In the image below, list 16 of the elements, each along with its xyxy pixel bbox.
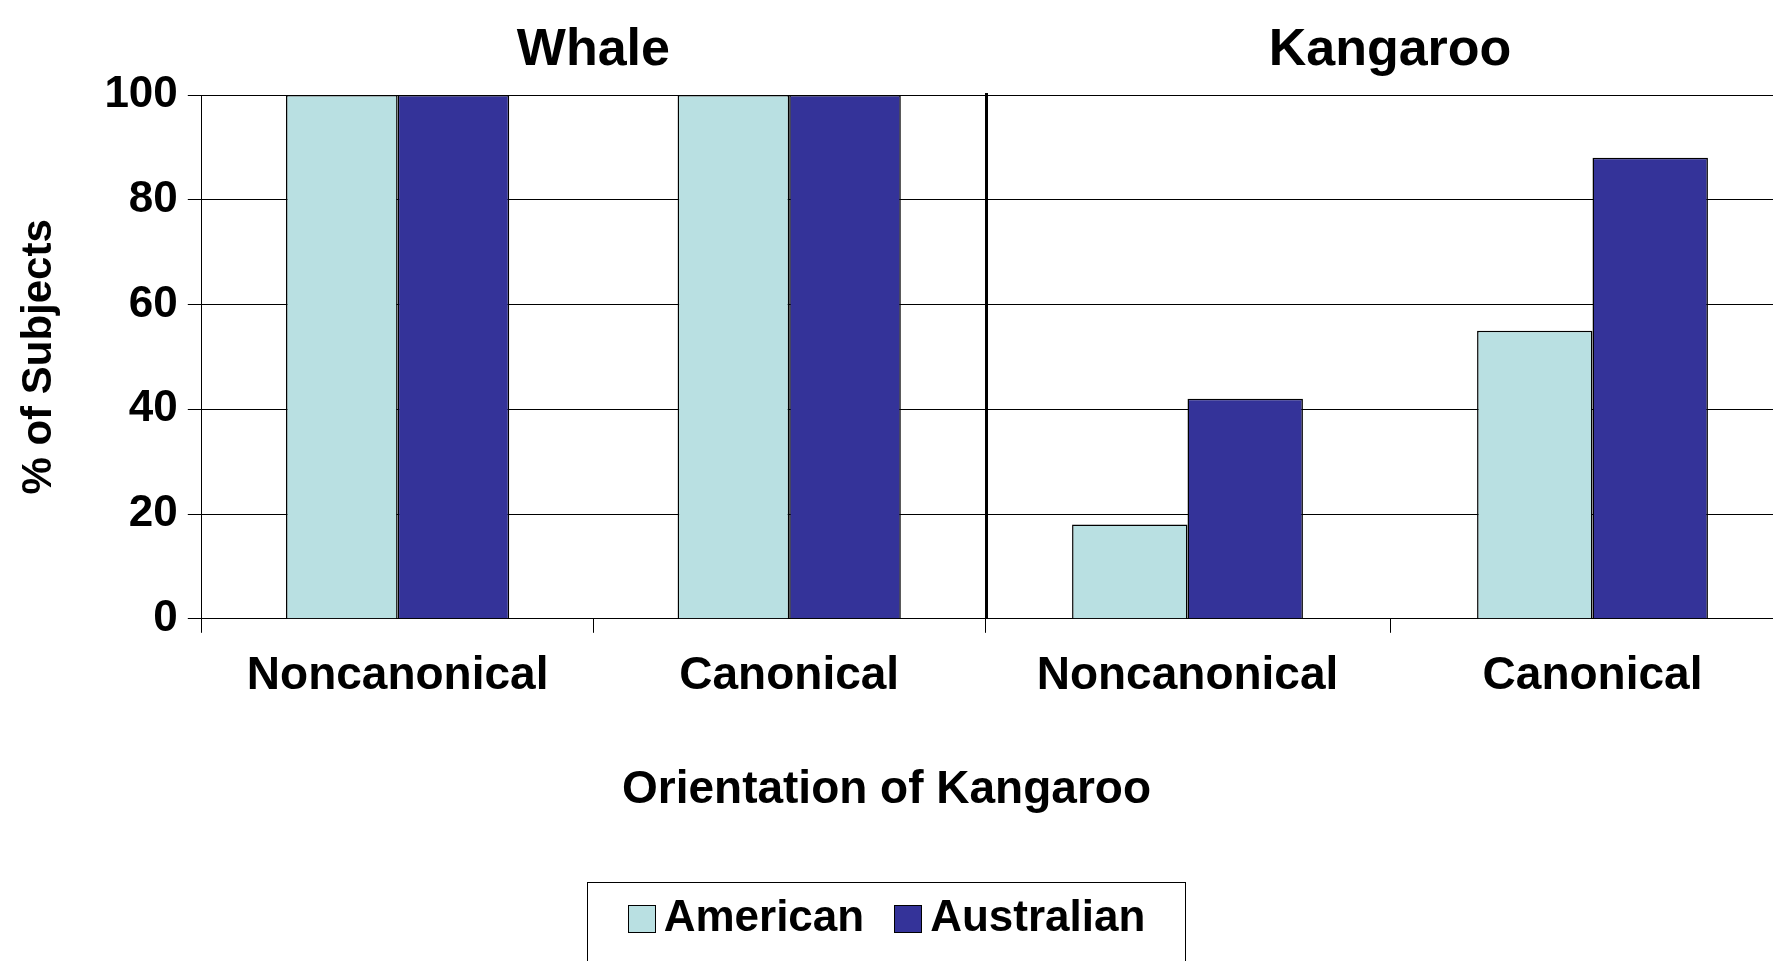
y-tick-label: 100 [104, 67, 178, 117]
y-tick-label: 40 [128, 381, 178, 431]
y-tick-label: 60 [128, 276, 178, 326]
y-tick-label: 0 [153, 590, 178, 640]
y-axis-title: % of Subjects [12, 219, 60, 495]
x-tick-label: Noncanonical [246, 647, 549, 700]
chart-title: Kangaroo [1268, 18, 1512, 76]
x-tick-label: Canonical [1482, 647, 1703, 700]
x-tick-label: Canonical [679, 647, 900, 700]
x-axis-title: Orientation of Kangaroo [621, 760, 1152, 814]
y-tick-label: 80 [128, 171, 178, 221]
y-tick-label: 20 [128, 486, 178, 536]
x-tick-label: Noncanonical [1036, 647, 1339, 700]
legend-label: Australian [930, 891, 1146, 940]
legend-label: American [663, 891, 865, 940]
chart-title: Whale [516, 18, 670, 76]
